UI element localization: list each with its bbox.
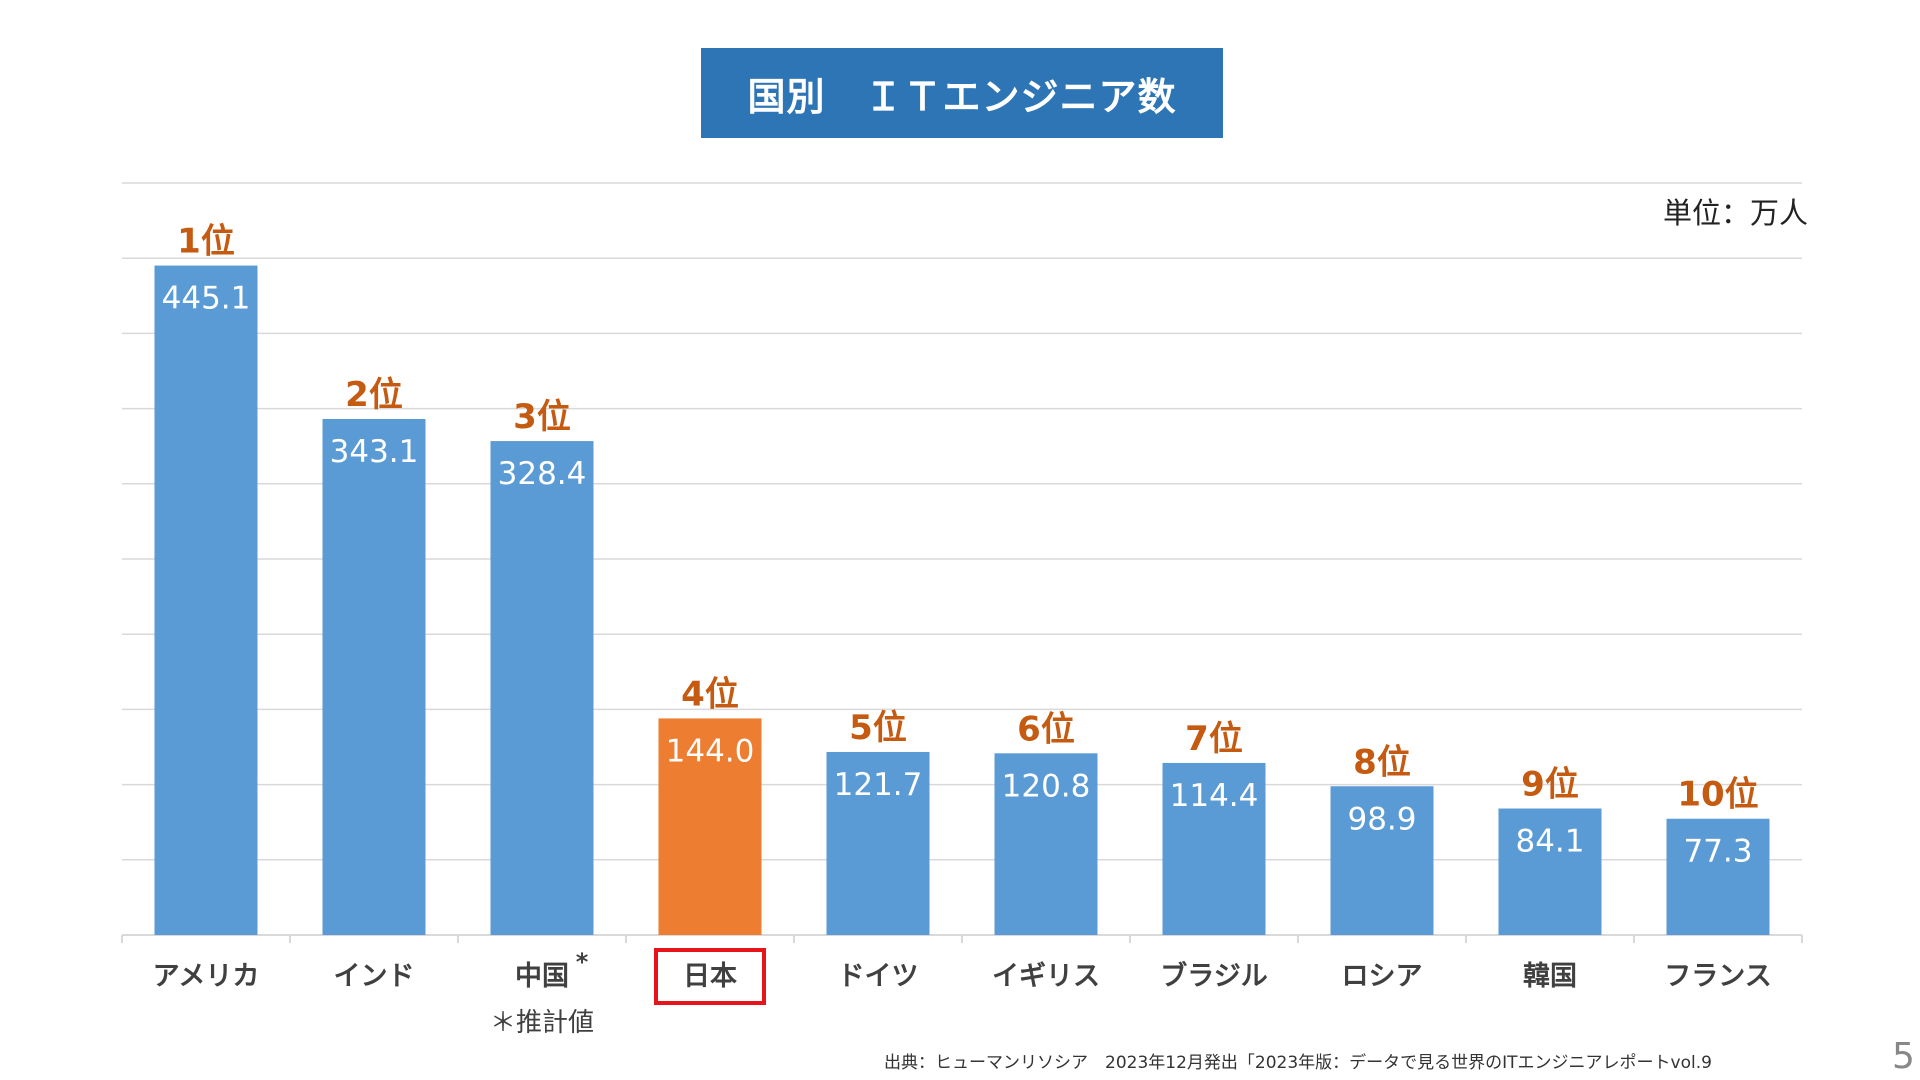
source-note: 出典：ヒューマンリソシア 2023年12月発出「2023年版：データで見る世界の…: [884, 1053, 1712, 1073]
unit-label: 単位：万人: [1662, 196, 1808, 230]
value-label: 77.3: [1683, 834, 1752, 870]
category-label: ロシア: [1342, 961, 1423, 992]
value-label: 328.4: [498, 456, 587, 492]
bar-10: [1666, 818, 1770, 935]
chart-title: 国別 ＩＴエンジニア数: [701, 48, 1223, 138]
bar-2: [322, 418, 426, 935]
value-label: 445.1: [162, 281, 251, 317]
bars: [154, 265, 1770, 936]
page-number: 5: [1892, 1036, 1915, 1077]
category-label: ドイツ: [838, 961, 919, 992]
rank-label: 10位: [1677, 775, 1758, 815]
category-label: インド: [334, 961, 415, 992]
category-label: 韓国: [1523, 961, 1577, 992]
bar-1: [154, 265, 258, 936]
value-label: 114.4: [1170, 778, 1259, 814]
value-label: 343.1: [330, 434, 419, 470]
value-label: 98.9: [1347, 801, 1416, 837]
value-label: 144.0: [666, 733, 755, 769]
bar-7: [1162, 762, 1266, 935]
bar-6: [994, 753, 1098, 935]
bar-5: [826, 751, 930, 935]
rank-label: 9位: [1521, 765, 1579, 805]
rank-label: 6位: [1017, 709, 1075, 749]
bar-4: [658, 718, 762, 935]
category-label: イギリス: [992, 961, 1100, 992]
bar-9: [1498, 808, 1602, 935]
rank-label: 1位: [177, 222, 235, 262]
rank-label: 7位: [1185, 719, 1243, 759]
highlight-box: [654, 948, 766, 1005]
category-label: フランス: [1664, 961, 1771, 992]
value-label: 84.1: [1515, 824, 1584, 860]
rank-label: 4位: [681, 674, 739, 714]
category-label: ブラジル: [1160, 960, 1267, 992]
category-label: 中国: [515, 961, 569, 992]
rank-label: 3位: [513, 397, 571, 437]
bar-3: [490, 441, 594, 935]
value-label: 120.8: [1002, 768, 1091, 804]
rank-label: 2位: [345, 375, 403, 415]
footnote-mark: *: [576, 948, 589, 976]
rank-label: 8位: [1353, 742, 1411, 782]
bar-8: [1330, 786, 1434, 935]
category-label: アメリカ: [153, 961, 260, 992]
rank-label: 5位: [849, 708, 907, 748]
value-label: 121.7: [834, 767, 923, 803]
footnote-text: ＊推計値: [490, 1008, 594, 1038]
category-label: 日本: [683, 961, 737, 992]
